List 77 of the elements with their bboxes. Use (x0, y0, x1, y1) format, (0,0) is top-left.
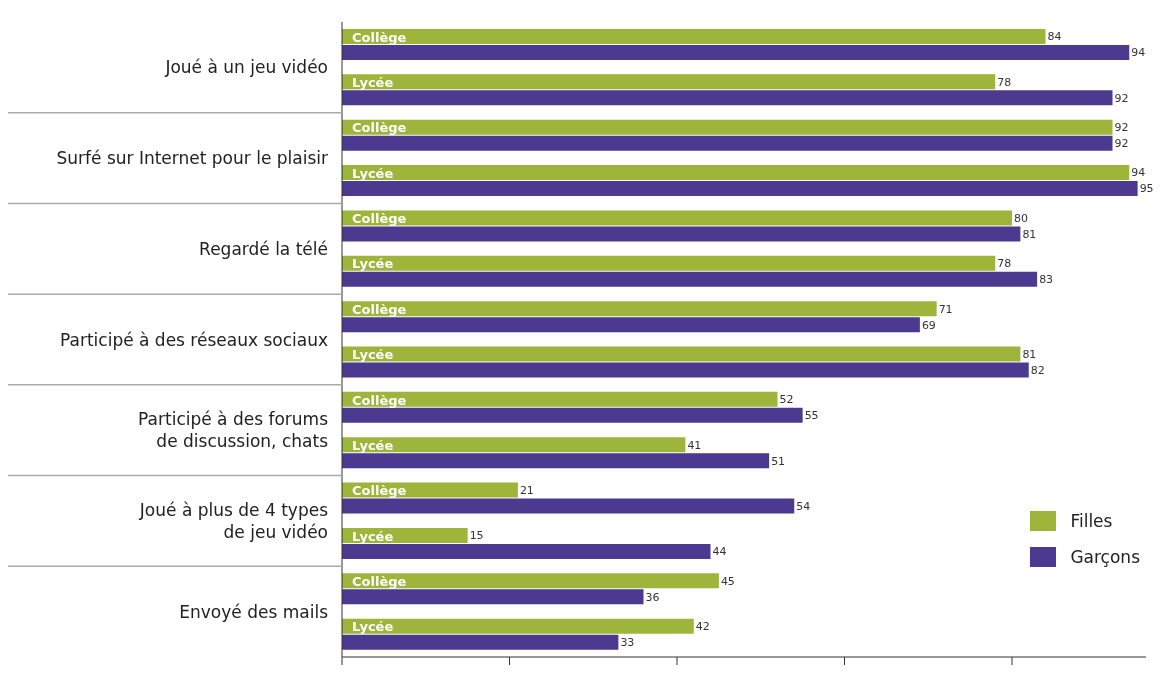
data-label: 42 (695, 620, 710, 634)
text: Joué à un jeu vidéo (164, 57, 328, 78)
legend-label: Filles (1070, 511, 1113, 531)
data-label: 83 (1039, 273, 1054, 287)
y-tick-label: Collège (352, 301, 407, 317)
data-label: 41 (687, 438, 702, 452)
y-tick-label: Lycée (352, 256, 394, 272)
bar (342, 589, 644, 605)
legend-label: Garçons (1070, 547, 1140, 567)
bar (342, 29, 1046, 44)
data-label: 80 (1014, 211, 1028, 225)
bar (342, 634, 619, 650)
bar (342, 45, 1130, 60)
data-label: 21 (519, 483, 534, 497)
y-tick-label: Collège (352, 211, 407, 227)
bar (342, 165, 1130, 181)
y-tick-label: Lycée (352, 75, 394, 91)
data-label: 92 (1114, 121, 1129, 135)
bar (342, 453, 770, 469)
y-tick-label: Lycée (352, 437, 394, 453)
data-label: 33 (620, 636, 635, 650)
bar (342, 317, 920, 333)
data-label: 78 (997, 257, 1012, 271)
bar (342, 391, 778, 407)
bar (342, 346, 1021, 362)
y-tick-label: Collège (352, 483, 407, 499)
bar (342, 271, 1038, 287)
bar (342, 301, 937, 317)
bar (342, 255, 996, 271)
text: Surfé sur Internet pour le plaisir (56, 148, 328, 169)
bar (342, 362, 1029, 378)
bar (342, 181, 1138, 197)
data-label: 69 (921, 318, 936, 332)
data-label: 81 (1022, 227, 1037, 241)
data-label: 78 (997, 75, 1012, 89)
data-label: 44 (712, 545, 727, 559)
y-tick-label: Collège (352, 29, 407, 45)
bar (342, 210, 1012, 226)
data-label: 95 (1139, 182, 1154, 196)
y-tick-label: Lycée (352, 165, 394, 181)
bar (342, 498, 795, 514)
bar (342, 90, 1113, 106)
data-label: 82 (1030, 363, 1045, 377)
bar (342, 135, 1113, 151)
data-label: 55 (804, 409, 819, 423)
data-label: 94 (1131, 46, 1146, 60)
y-tick-label: Lycée (352, 619, 394, 635)
bar (342, 226, 1021, 242)
data-label: 15 (469, 529, 484, 543)
text: Envoyé des mails (179, 601, 329, 622)
data-label: 45 (720, 574, 735, 588)
text: Participé à des forums de discussion, chats (138, 409, 329, 452)
y-tick-label: Collège (352, 392, 407, 408)
data-label: 81 (1022, 347, 1037, 361)
y-tick-label: Lycée (352, 347, 394, 363)
data-label: 84 (1047, 30, 1062, 44)
bar (342, 119, 1113, 135)
bar (342, 407, 803, 423)
bar (342, 573, 719, 589)
bar (342, 437, 686, 453)
text: Regardé la télé (199, 238, 328, 259)
y-tick-label: Collège (352, 573, 407, 589)
data-label: 52 (779, 393, 794, 407)
y-tick-label: Collège (352, 120, 407, 136)
data-label: 54 (796, 499, 811, 513)
bar (342, 74, 996, 90)
y-tick-label: Lycée (352, 528, 394, 544)
bar (342, 543, 711, 559)
bar (342, 618, 694, 634)
data-label: 92 (1114, 91, 1129, 105)
data-label: 51 (771, 454, 786, 468)
data-label: 71 (938, 302, 953, 316)
text: Participé à des réseaux sociaux (60, 329, 328, 350)
data-label: 94 (1131, 166, 1146, 180)
text: Joué à plus de 4 types de jeu vidéo (138, 499, 329, 542)
data-label: 36 (645, 590, 660, 604)
data-label: 92 (1114, 137, 1129, 151)
